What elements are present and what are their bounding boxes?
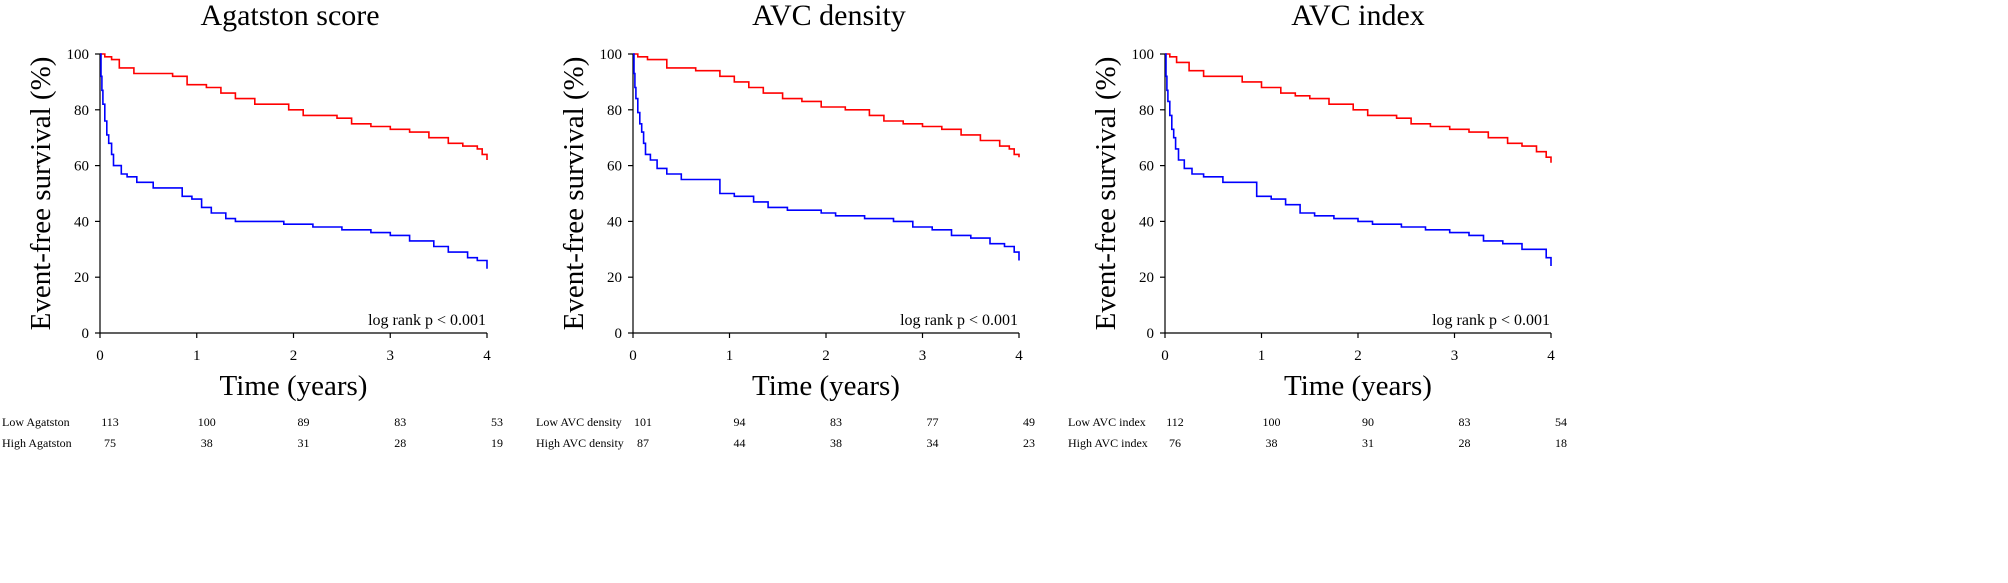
risk-table-count: 83	[394, 415, 406, 429]
y-tick-label: 100	[600, 47, 623, 63]
log-rank-annotation: log rank p < 0.001	[1432, 312, 1550, 329]
x-tick-label: 2	[822, 348, 830, 364]
risk-table-count: 28	[394, 436, 406, 450]
risk-table-count: 100	[1263, 415, 1281, 429]
axes-frame	[99, 54, 487, 334]
risk-table-count: 77	[927, 415, 939, 429]
risk-table-row-label: High Agatston	[2, 436, 72, 450]
x-tick-label: 2	[290, 348, 298, 364]
x-tick-label: 2	[1354, 348, 1362, 364]
x-tick-label: 0	[1161, 348, 1169, 364]
risk-table-row-label: Low AVC density	[536, 415, 622, 429]
y-tick-label: 80	[74, 103, 89, 119]
risk-table-count: 23	[1023, 436, 1035, 450]
risk-table-count: 53	[491, 415, 503, 429]
y-tick-label: 20	[607, 270, 622, 286]
survival-curve-low	[100, 53, 488, 160]
log-rank-annotation: log rank p < 0.001	[368, 312, 486, 329]
y-tick-label: 80	[607, 103, 622, 119]
risk-table-count: 19	[491, 436, 503, 450]
y-tick-label: 100	[67, 47, 90, 63]
x-tick-label: 1	[193, 348, 201, 364]
axes-frame	[1164, 54, 1551, 334]
risk-table-count: 83	[1459, 415, 1471, 429]
survival-curve-low	[1165, 53, 1552, 163]
risk-table-count: 101	[634, 415, 652, 429]
risk-table-count: 28	[1459, 436, 1471, 450]
km-panel-3: AVC index Event-free survival (%) Time (ye…	[1068, 0, 1567, 450]
risk-table-count: 38	[1266, 436, 1278, 450]
x-tick-label: 1	[726, 348, 734, 364]
y-tick-label: 0	[82, 326, 90, 342]
risk-table-count: 113	[101, 415, 119, 429]
chart-title: Agatston score	[200, 0, 379, 32]
x-tick-label: 4	[1015, 348, 1023, 364]
risk-table-count: 34	[927, 436, 939, 450]
y-axis-label: Event-free survival (%)	[558, 57, 590, 331]
risk-table-count: 75	[104, 436, 116, 450]
x-tick-label: 0	[96, 348, 104, 364]
risk-table-count: 38	[201, 436, 213, 450]
y-tick-label: 0	[1147, 326, 1155, 342]
survival-curve-high	[633, 53, 1020, 261]
x-tick-label: 1	[1258, 348, 1266, 364]
log-rank-annotation: log rank p < 0.001	[900, 312, 1018, 329]
y-tick-label: 60	[607, 159, 622, 175]
y-axis-label: Event-free survival (%)	[1090, 57, 1122, 331]
chart-title: AVC index	[1291, 0, 1425, 32]
risk-table-row-label: High AVC index	[1068, 436, 1148, 450]
y-tick-label: 40	[607, 214, 622, 230]
risk-table-count: 83	[830, 415, 842, 429]
y-tick-label: 80	[1139, 103, 1154, 119]
y-tick-label: 60	[1139, 159, 1154, 175]
axes-frame	[632, 54, 1019, 334]
chart-title: AVC density	[752, 0, 906, 32]
y-axis-label: Event-free survival (%)	[25, 57, 57, 331]
risk-table-count: 31	[298, 436, 310, 450]
risk-table-count: 38	[830, 436, 842, 450]
risk-table-count: 31	[1362, 436, 1374, 450]
y-tick-label: 20	[1139, 270, 1154, 286]
risk-table-count: 100	[198, 415, 216, 429]
risk-table-count: 54	[1555, 415, 1567, 429]
km-panel-1: Agatston score Event-free survival (%) Tim…	[2, 0, 503, 450]
risk-table-count: 44	[734, 436, 746, 450]
x-tick-label: 3	[919, 348, 927, 364]
risk-table-count: 94	[734, 415, 746, 429]
x-tick-label: 4	[483, 348, 491, 364]
x-tick-label: 0	[629, 348, 637, 364]
risk-table-row-label: High AVC density	[536, 436, 624, 450]
risk-table-count: 87	[637, 436, 649, 450]
risk-table-count: 89	[298, 415, 310, 429]
survival-curve-high	[1165, 53, 1552, 266]
y-tick-label: 20	[74, 270, 89, 286]
risk-table-count: 90	[1362, 415, 1374, 429]
y-tick-label: 60	[74, 159, 89, 175]
x-tick-label: 3	[387, 348, 395, 364]
risk-table-count: 49	[1023, 415, 1035, 429]
x-axis-label: Time (years)	[220, 370, 368, 402]
risk-table-count: 18	[1555, 436, 1567, 450]
survival-curve-low	[633, 53, 1020, 158]
y-tick-label: 40	[74, 214, 89, 230]
x-axis-label: Time (years)	[1284, 370, 1432, 402]
x-tick-label: 3	[1451, 348, 1459, 364]
y-tick-label: 40	[1139, 214, 1154, 230]
risk-table-count: 112	[1166, 415, 1184, 429]
y-tick-label: 0	[615, 326, 623, 342]
x-tick-label: 4	[1547, 348, 1555, 364]
survival-curve-high	[100, 53, 488, 269]
risk-table-row-label: Low AVC index	[1068, 415, 1146, 429]
risk-table-count: 76	[1169, 436, 1181, 450]
km-panel-2: AVC density Event-free survival (%) Time (…	[536, 0, 1035, 450]
risk-table-row-label: Low Agatston	[2, 415, 70, 429]
x-axis-label: Time (years)	[752, 370, 900, 402]
y-tick-label: 100	[1132, 47, 1155, 63]
